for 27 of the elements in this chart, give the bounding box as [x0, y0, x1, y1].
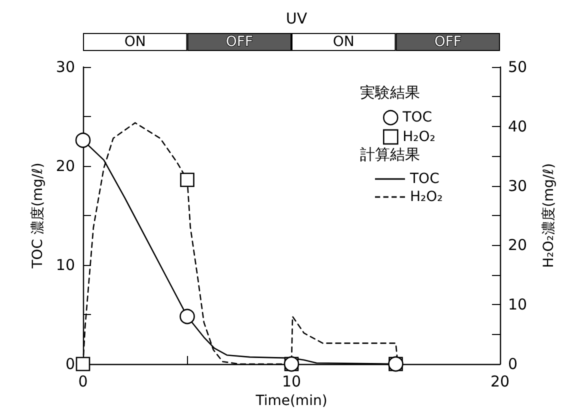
x-tick-label: 20: [490, 372, 510, 390]
y-axis-title: TOC 濃度(mg/ℓ): [30, 162, 46, 270]
y2-tick-label: 10: [508, 296, 528, 314]
x-axis-title: Time(min): [254, 392, 328, 409]
legend-label: TOC: [402, 110, 432, 126]
y2-tick-label: 50: [508, 58, 528, 76]
y2-tick-label: 40: [508, 117, 528, 136]
legend-label: TOC: [409, 171, 440, 187]
chart-title: UV: [286, 10, 308, 28]
data-label: ON: [332, 34, 354, 50]
data-label: OFF: [226, 34, 253, 50]
annotation: 計算結果: [360, 146, 420, 164]
x-tick-label: 0: [78, 372, 88, 390]
y-tick-label: 0: [65, 355, 75, 373]
y2-axis-title: H₂O₂濃度(mg/ℓ): [541, 163, 557, 268]
y2-tick-label: 0: [508, 355, 518, 373]
y2-tick-label: 20: [508, 236, 528, 254]
y-tick-label: 30: [56, 58, 75, 76]
y-tick-label: 10: [56, 256, 75, 274]
annotation: 実験結果: [360, 84, 420, 102]
data-label: OFF: [434, 34, 462, 50]
legend-label: H₂O₂: [402, 128, 436, 145]
legend-label: H₂O₂: [410, 189, 443, 205]
x-tick-label: 10: [282, 372, 302, 390]
data-label: ON: [124, 34, 146, 50]
y-tick-label: 20: [56, 157, 75, 175]
y2-tick-label: 30: [508, 176, 528, 195]
